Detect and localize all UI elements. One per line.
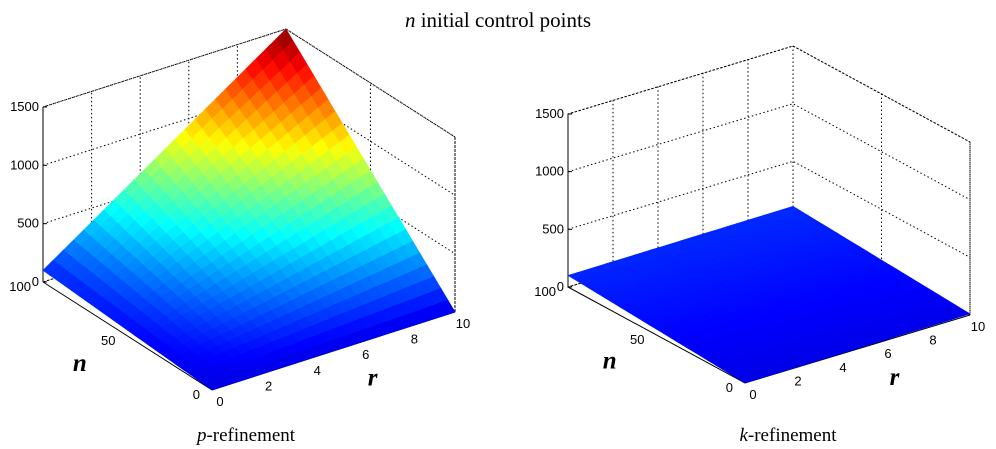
r-tick-label: 10 — [971, 319, 985, 334]
caption-k-refinement: k-refinement — [739, 425, 836, 447]
r-tick-label: 2 — [265, 378, 272, 393]
figure-title: n initial control points — [0, 8, 996, 33]
caption-p-refinement: p-refinement — [197, 425, 295, 447]
n-axis-line — [567, 286, 746, 384]
surface — [567, 205, 971, 384]
z-tick-label: 1500 — [535, 106, 564, 121]
n-tick-label: 50 — [101, 333, 115, 348]
n-tick-label: 50 — [630, 332, 644, 347]
surface-patch — [204, 381, 223, 391]
r-tick-label: 4 — [839, 360, 846, 375]
title-text: initial control points — [415, 8, 592, 32]
grid-line-z — [567, 103, 971, 201]
surface — [42, 28, 456, 391]
r-tick-labels: 0 2 4 6 8 10 — [749, 319, 985, 402]
title-variable: n — [404, 8, 416, 32]
grid-line-z — [567, 160, 971, 258]
n-tick-label: 0 — [193, 387, 200, 402]
surface-patch — [736, 375, 756, 384]
n-axis-label: n — [603, 348, 617, 375]
z-tick-label: 500 — [542, 221, 564, 236]
r-tick-label: 8 — [929, 333, 936, 348]
z-tick-label: 1000 — [535, 164, 564, 179]
r-tick-label: 10 — [456, 316, 470, 331]
r-tick-label: 4 — [314, 363, 321, 378]
n-axis-label: n — [73, 350, 87, 377]
n-tick-label: 100 — [9, 279, 31, 294]
z-tick-label: 0 — [32, 274, 39, 289]
r-axis-label: r — [890, 364, 900, 391]
r-tick-label: 0 — [749, 387, 756, 402]
r-tick-labels: 0 2 4 6 8 10 — [216, 316, 470, 409]
caption-text: -refinement — [206, 425, 296, 446]
n-tick-label: 0 — [726, 380, 733, 395]
r-axis-label: r — [368, 365, 378, 392]
grid-line-z — [42, 28, 456, 138]
caption-variable: k — [739, 425, 748, 446]
z-tick-label: 1000 — [10, 157, 39, 172]
caption-text: -refinement — [747, 425, 837, 446]
z-tick-labels: 0 500 1000 1500 — [535, 106, 572, 294]
grid-line-z — [567, 45, 971, 143]
grid-line-z — [42, 86, 456, 196]
r-tick-label: 2 — [794, 373, 801, 388]
caption-variable: p — [196, 425, 207, 446]
n-tick-labels: 0 50 100 — [9, 279, 200, 402]
z-tick-labels: 0 500 1000 1500 — [10, 99, 47, 289]
z-tick-label: 0 — [557, 279, 564, 294]
n-tick-label: 100 — [534, 284, 556, 299]
n-axis-line — [42, 281, 213, 391]
z-tick-label: 500 — [17, 216, 39, 231]
z-tick-label: 1500 — [10, 99, 39, 114]
n-tick-labels: 0 50 100 — [534, 284, 733, 395]
r-tick-label: 8 — [411, 332, 418, 347]
r-tick-label: 6 — [884, 346, 891, 361]
r-tick-label: 6 — [362, 347, 369, 362]
r-tick-label: 0 — [216, 394, 223, 409]
